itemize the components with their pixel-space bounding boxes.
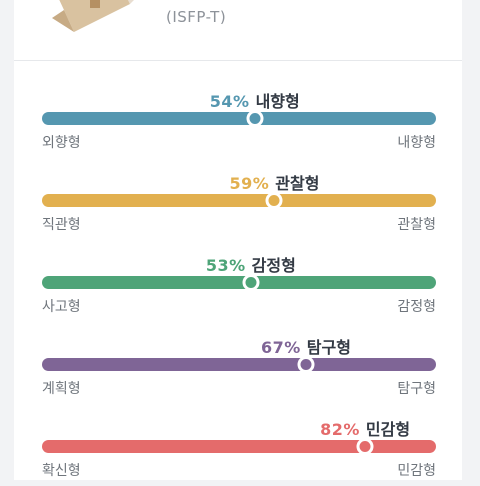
- trait-percent: 54%: [209, 92, 250, 111]
- trait-left-label: 외향형: [42, 135, 81, 151]
- trait-percent: 53%: [205, 256, 246, 275]
- trait-identity: 82% 민감형 확신형 민감형: [14, 416, 462, 486]
- trait-name: 내향형: [255, 92, 300, 111]
- trait-left-label: 계획형: [42, 381, 81, 397]
- trait-slider-knob[interactable]: [246, 110, 264, 127]
- trait-bar: [42, 110, 436, 127]
- trait-title: 67% 탐구형: [261, 334, 351, 358]
- trait-left-label: 사고형: [42, 299, 81, 315]
- trait-percent: 67%: [260, 338, 301, 357]
- trait-percent: 59%: [229, 174, 270, 193]
- trait-right-label: 탐구형: [397, 381, 436, 397]
- trait-right-label: 감정형: [397, 299, 436, 315]
- trait-slider-knob[interactable]: [265, 192, 283, 209]
- personality-card: (ISFP-T) 54% 내향형 외향형 내향형 59% 관찰형 직관형 관찰형 5…: [14, 0, 462, 480]
- trait-name: 감정형: [251, 256, 296, 275]
- trait-right-label: 관찰형: [397, 217, 436, 233]
- avatar: [44, 0, 144, 32]
- trait-title: 82% 민감형: [320, 416, 410, 440]
- profile-header: (ISFP-T): [14, 0, 462, 61]
- trait-mind: 59% 관찰형 직관형 관찰형: [14, 170, 462, 240]
- trait-name: 민감형: [365, 420, 411, 439]
- trait-name: 관찰형: [275, 174, 320, 193]
- trait-bar: [42, 192, 436, 209]
- trait-slider-knob[interactable]: [242, 274, 260, 291]
- trait-title: 59% 관찰형: [229, 170, 319, 194]
- trait-bar: [42, 274, 436, 291]
- trait-energy: 54% 내향형 외향형 내향형: [14, 88, 462, 158]
- trait-right-label: 민감형: [397, 463, 436, 479]
- trait-slider-knob[interactable]: [297, 356, 315, 373]
- trait-name: 탐구형: [306, 338, 351, 357]
- trait-left-label: 직관형: [42, 217, 81, 233]
- trait-title: 54% 내향형: [210, 88, 300, 112]
- trait-tactics: 67% 탐구형 계획형 탐구형: [14, 334, 462, 404]
- trait-right-label: 내향형: [397, 135, 436, 151]
- trait-percent: 82%: [320, 420, 360, 439]
- trait-bar: [42, 356, 436, 373]
- trait-bar: [42, 438, 436, 455]
- trait-nature: 53% 감정형 사고형 감정형: [14, 252, 462, 322]
- trait-slider-knob[interactable]: [356, 438, 374, 455]
- trait-left-label: 확신형: [42, 463, 81, 479]
- personality-type-code: (ISFP-T): [166, 8, 227, 26]
- trait-title: 53% 감정형: [206, 252, 296, 276]
